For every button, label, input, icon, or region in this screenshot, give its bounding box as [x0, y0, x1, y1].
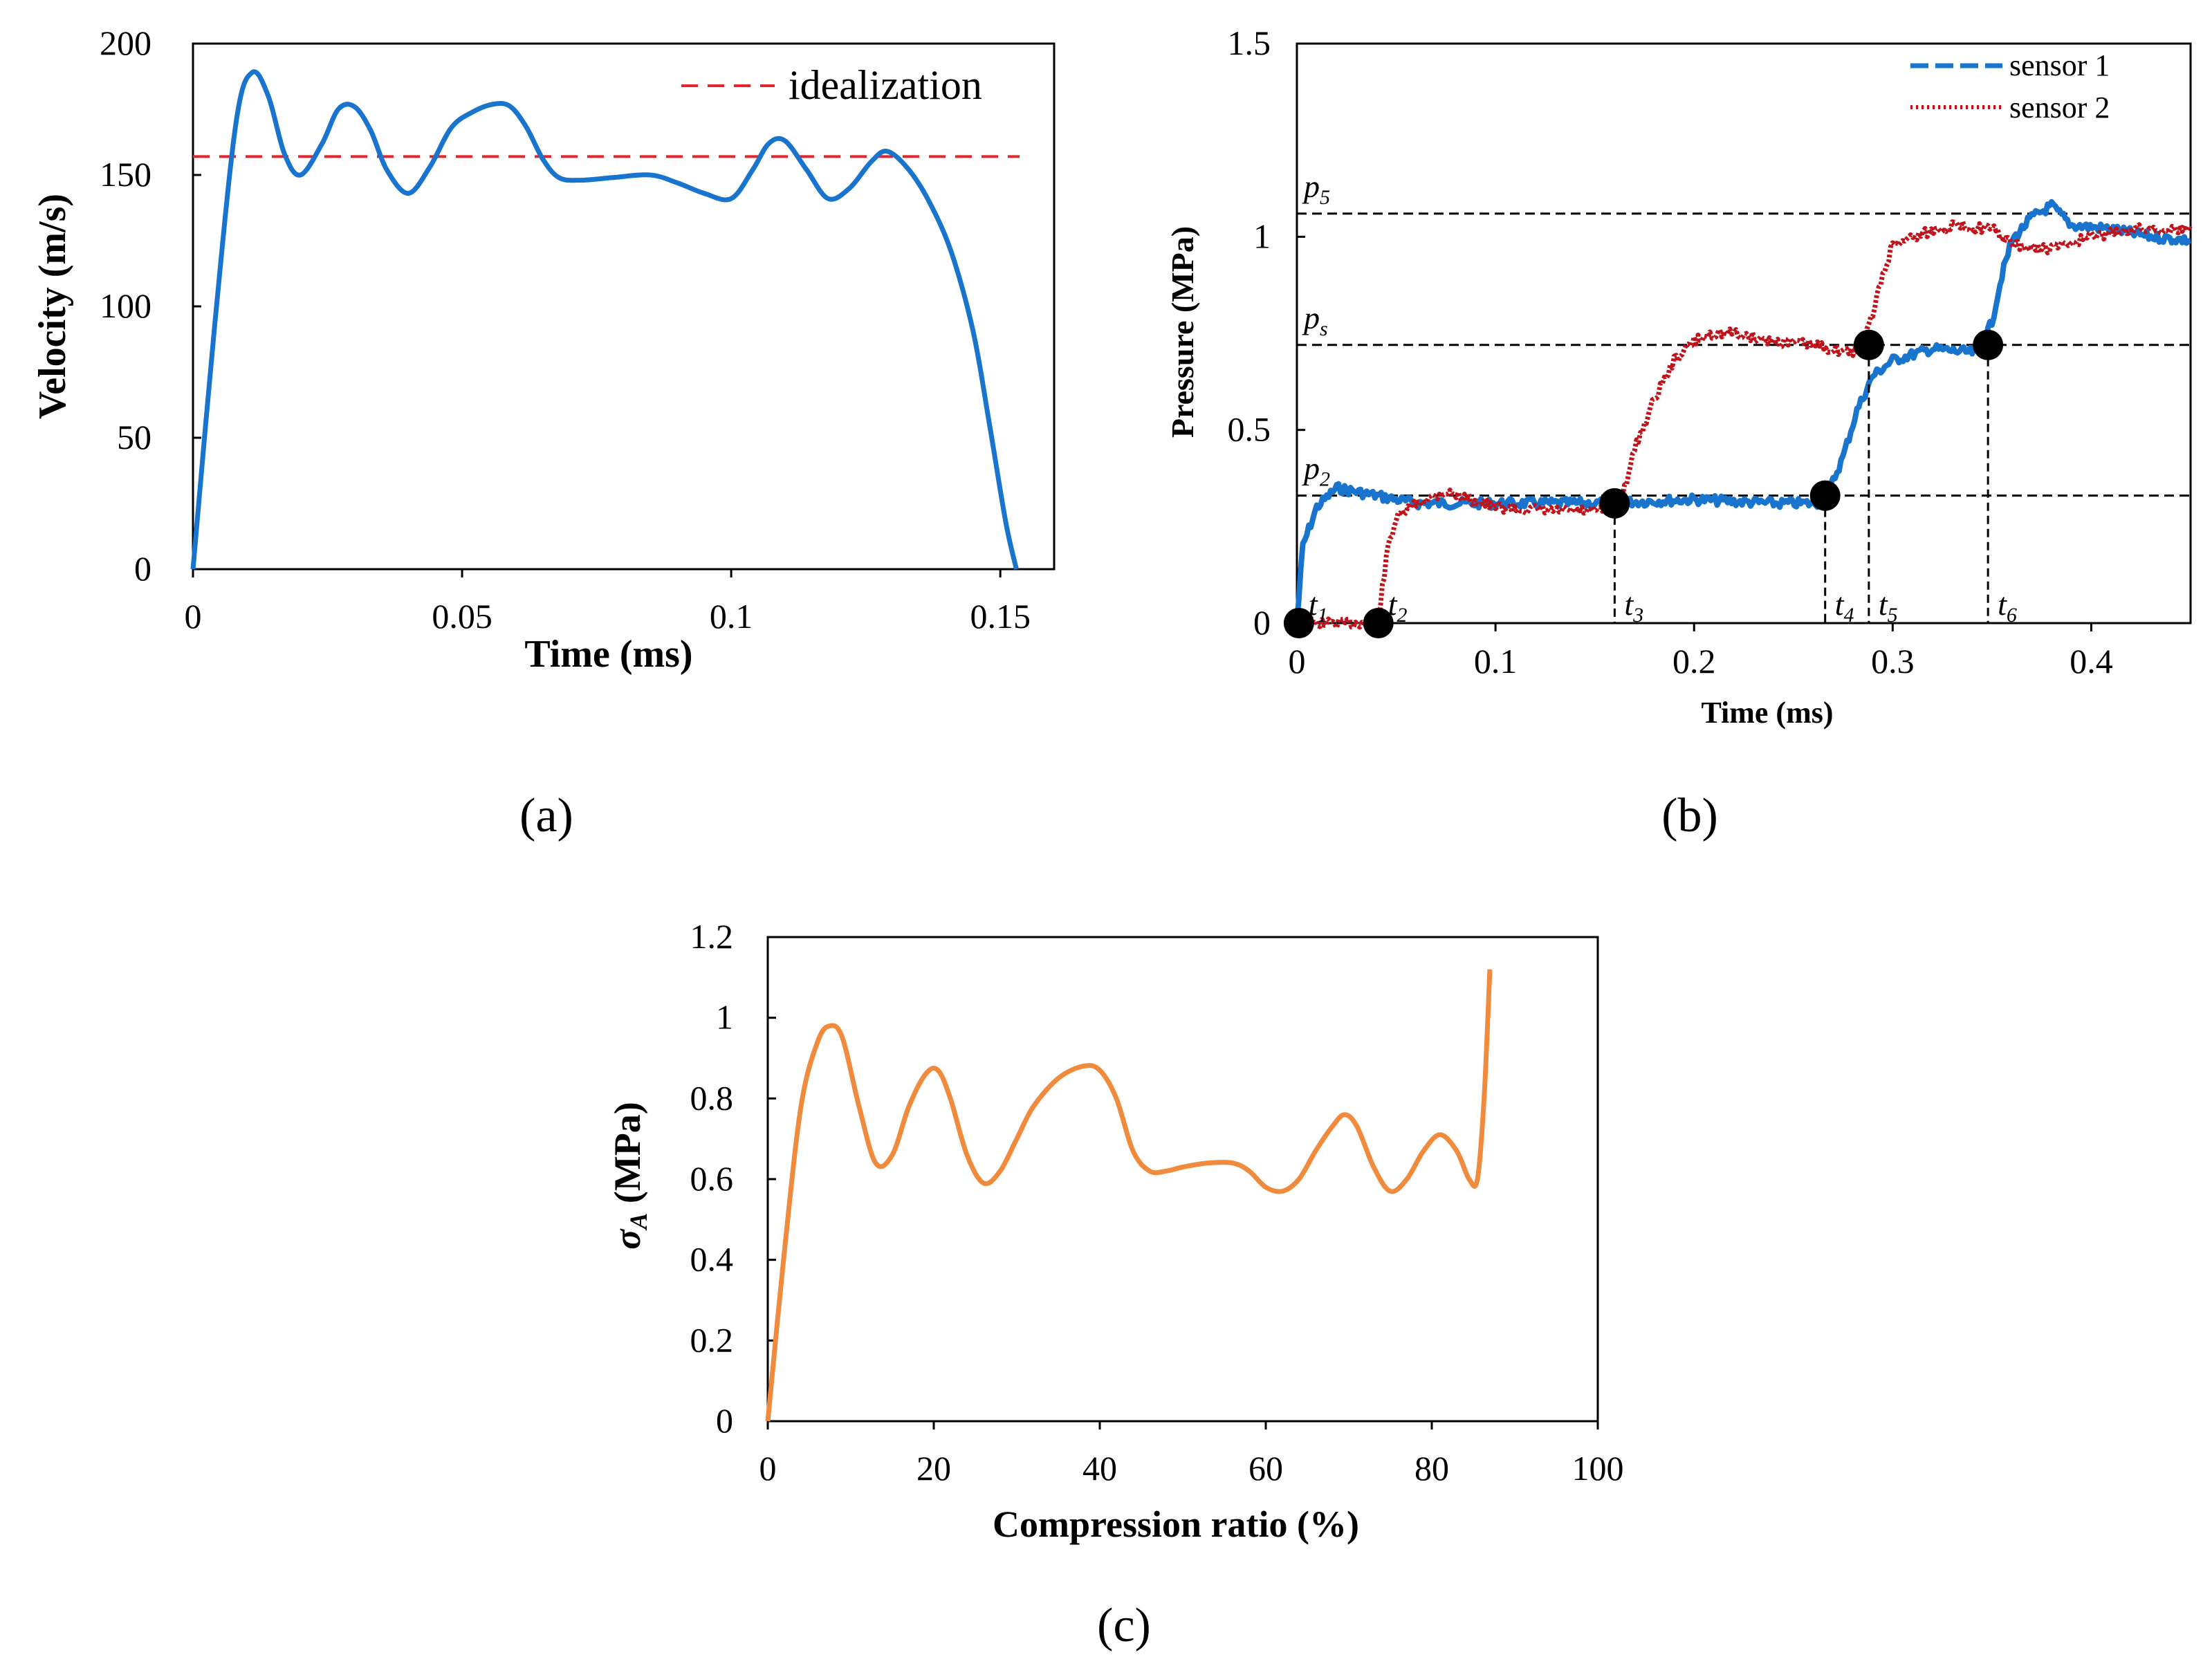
- chart-b-legend-label-sensor1: sensor 1: [2009, 48, 2110, 82]
- chart-b-ref-label-p5: p5: [1302, 169, 1330, 209]
- chart-b-y-tick-label: 1.5: [1228, 24, 1271, 62]
- chart-b-ref-label-p2: p2: [1302, 451, 1330, 491]
- chart-b-x-tick-label: 0.3: [1871, 642, 1915, 681]
- chart-a-y-ticks: 0 50 100 150 200: [100, 24, 201, 588]
- chart-c-y-ticks: 0 0.2 0.4 0.6 0.8 1 1.2: [690, 917, 776, 1440]
- chart-b-marker-label-t5: t5: [1879, 586, 1898, 627]
- chart-c-y-tick-label: 1.2: [690, 917, 734, 956]
- chart-a-x-label: Time (ms): [524, 633, 692, 676]
- chart-b-marker-label-t3: t3: [1624, 586, 1643, 627]
- chart-c-x-tick-label: 0: [759, 1449, 777, 1488]
- chart-b-y-ticks: 0 0.5 1 1.5: [1228, 24, 1305, 642]
- chart-a-y-tick-label: 100: [100, 286, 151, 325]
- chart-b-x-tick-label: 0.2: [1672, 642, 1716, 681]
- chart-b-marker-t4: [1809, 480, 1841, 511]
- chart-b-ref-label-ps: ps: [1302, 300, 1328, 340]
- chart-b-markers: t1 t2 t3 t4 t5 t6: [1283, 329, 2017, 638]
- chart-a-x-tick-label: 0: [185, 597, 202, 636]
- chart-c-frame: [766, 936, 1599, 1423]
- panel-label-c: (c): [1097, 1599, 1151, 1652]
- chart-b-marker-label-t1: t1: [1309, 586, 1328, 627]
- chart-b-x-tick-label: 0: [1289, 642, 1306, 681]
- chart-b-x-ticks: 0 0.1 0.2 0.3 0.4: [1289, 623, 2113, 681]
- chart-c-y-tick-label: 0.8: [690, 1078, 734, 1117]
- chart-b-sensor1-line: [1294, 198, 2191, 624]
- chart-b-marker-label-t6: t6: [1998, 586, 2017, 627]
- chart-a-y-tick-label: 200: [100, 24, 151, 62]
- chart-b-y-tick-label: 0.5: [1228, 410, 1271, 449]
- chart-b-marker-t5: [1853, 329, 1884, 360]
- chart-c-x-label: Compression ratio (%): [993, 1503, 1359, 1545]
- chart-b-marker-label-t2: t2: [1388, 586, 1408, 627]
- chart-c-stress-line: [765, 969, 1493, 1422]
- chart-a-legend-label: idealization: [789, 62, 982, 108]
- chart-b-marker-t2: [1363, 608, 1394, 638]
- chart-b: 0 0.5 1 1.5 0 0.1 0.2 0.3 0.4 p2 ps p5 t1 t2 t3 t4 t5…: [1165, 24, 2193, 730]
- chart-c-x-tick-label: 80: [1414, 1449, 1449, 1488]
- chart-a-velocity-line: [190, 69, 1019, 570]
- chart-b-x-tick-label: 0.1: [1474, 642, 1518, 681]
- chart-a-frame: [192, 42, 1056, 571]
- chart-b-legend-label-sensor2: sensor 2: [2009, 91, 2110, 124]
- chart-b-y-tick-label: 1: [1253, 216, 1271, 255]
- chart-c-y-label: σA (MPa): [607, 1102, 652, 1250]
- chart-c-y-tick-label: 0.6: [690, 1159, 734, 1198]
- chart-a: 0 50 100 150 200 0 0.05 0.1 0.15 idealization T…: [31, 24, 1056, 676]
- chart-c-x-tick-label: 60: [1248, 1449, 1283, 1488]
- chart-a-x-tick-label: 0.1: [710, 597, 753, 636]
- chart-a-y-label: Velocity (m/s): [31, 194, 74, 419]
- chart-b-x-label: Time (ms): [1701, 696, 1833, 730]
- chart-b-marker-t3: [1599, 488, 1630, 519]
- chart-c-x-tick-label: 40: [1082, 1449, 1117, 1488]
- chart-b-y-label: Pressure (MPa): [1165, 226, 1200, 438]
- chart-a-y-tick-label: 150: [100, 155, 151, 194]
- chart-b-marker-t1: [1283, 608, 1314, 638]
- chart-b-y-tick-label: 0: [1253, 603, 1271, 642]
- chart-a-y-tick-label: 50: [117, 418, 151, 456]
- chart-b-sensor2-line: [1295, 219, 2193, 631]
- chart-a-x-ticks: 0 0.05 0.1 0.15: [185, 569, 1031, 636]
- chart-c-y-tick-label: 0: [716, 1401, 733, 1440]
- chart-b-marker-t6: [1973, 329, 2004, 360]
- chart-c-x-tick-label: 100: [1572, 1449, 1624, 1488]
- chart-c-x-tick-label: 20: [916, 1449, 951, 1488]
- chart-c-y-tick-label: 1: [716, 998, 733, 1037]
- chart-c-x-ticks: 0 20 40 60 80 100: [759, 1421, 1624, 1488]
- chart-a-x-tick-label: 0.05: [432, 597, 492, 636]
- chart-a-x-tick-label: 0.15: [970, 597, 1031, 636]
- chart-c: 0 0.2 0.4 0.6 0.8 1 1.2 0 20 40 60 80 100 Compressi…: [607, 917, 1624, 1545]
- chart-b-marker-label-t4: t4: [1835, 586, 1854, 627]
- panel-label-b: (b): [1661, 789, 1718, 842]
- chart-a-y-tick-label: 0: [134, 549, 151, 588]
- chart-b-frame: [1296, 42, 2192, 624]
- chart-b-x-tick-label: 0.4: [2070, 642, 2113, 681]
- panel-label-a: (a): [519, 789, 573, 842]
- chart-c-y-tick-label: 0.2: [690, 1320, 734, 1359]
- chart-c-y-tick-label: 0.4: [690, 1240, 734, 1279]
- chart-b-reference-lines: p2 ps p5: [1297, 169, 2191, 497]
